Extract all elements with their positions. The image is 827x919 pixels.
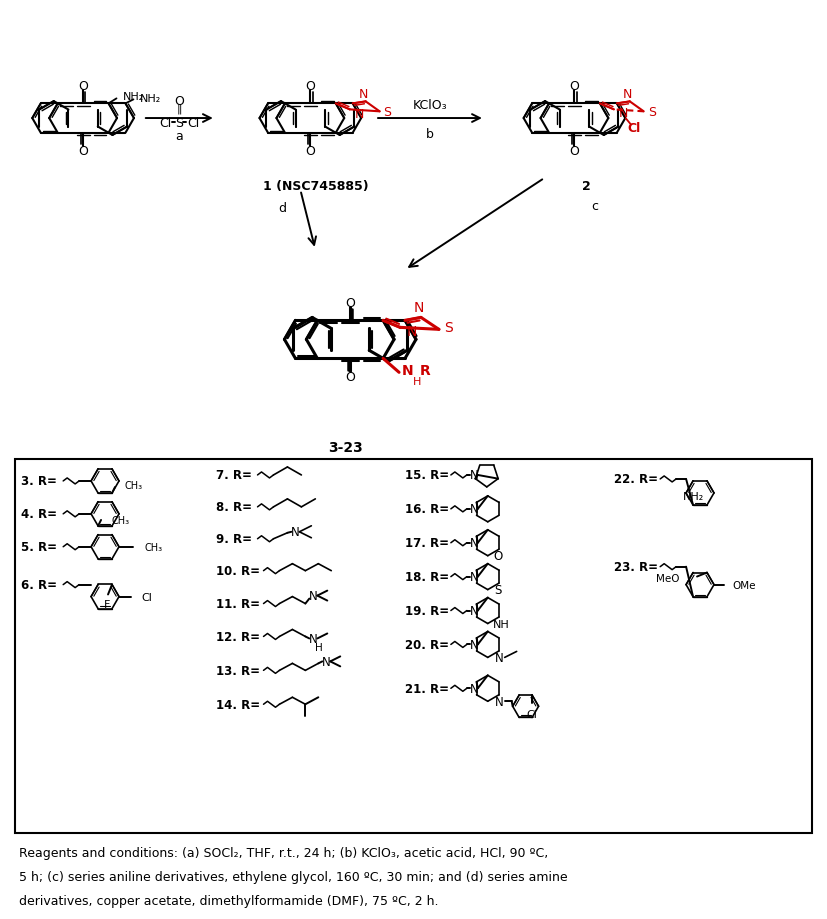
Text: O: O <box>305 145 315 158</box>
Text: 14. R=: 14. R= <box>216 698 260 711</box>
Text: 6. R=: 6. R= <box>22 578 57 592</box>
Text: 13. R=: 13. R= <box>216 664 260 677</box>
Text: N: N <box>309 589 318 603</box>
Text: 3. R=: 3. R= <box>22 475 57 488</box>
Text: S: S <box>444 321 453 335</box>
Text: c: c <box>590 200 598 213</box>
Text: O: O <box>570 145 580 158</box>
Text: O: O <box>493 550 502 562</box>
Text: S: S <box>175 117 184 130</box>
Text: N: N <box>402 364 414 378</box>
Text: 11. R=: 11. R= <box>216 597 260 610</box>
Text: O: O <box>570 80 580 93</box>
Text: S: S <box>648 106 656 119</box>
Text: Cl: Cl <box>627 121 640 135</box>
Text: KClO₃: KClO₃ <box>413 98 447 111</box>
Text: 2: 2 <box>582 180 590 193</box>
Text: d: d <box>279 202 286 215</box>
Text: 7. R=: 7. R= <box>216 469 251 482</box>
Text: N: N <box>623 88 633 101</box>
Text: N: N <box>470 605 478 618</box>
Text: 10. R=: 10. R= <box>216 564 260 577</box>
Text: NH₂: NH₂ <box>140 95 160 104</box>
Text: CH₃: CH₃ <box>145 542 163 552</box>
Text: CH₃: CH₃ <box>111 516 129 526</box>
Text: R: R <box>419 364 430 378</box>
Text: N: N <box>470 469 478 482</box>
Text: 17. R=: 17. R= <box>405 537 449 550</box>
Text: N: N <box>470 682 478 695</box>
Text: MeO: MeO <box>656 573 679 583</box>
Text: N: N <box>470 503 478 516</box>
Text: S: S <box>494 584 501 596</box>
Text: NH₂: NH₂ <box>682 492 704 501</box>
Text: N: N <box>470 537 478 550</box>
Text: derivatives, copper acetate, dimethylformamide (DMF), 75 ºC, 2 h.: derivatives, copper acetate, dimethylfor… <box>19 894 439 907</box>
Text: 21. R=: 21. R= <box>405 682 449 695</box>
Text: 8. R=: 8. R= <box>216 501 251 514</box>
Text: N: N <box>309 632 318 645</box>
Text: N: N <box>470 638 478 652</box>
Text: O: O <box>305 80 315 93</box>
Text: 12. R=: 12. R= <box>216 630 260 643</box>
Text: ‖: ‖ <box>176 104 182 114</box>
Text: N: N <box>359 88 368 101</box>
Text: S: S <box>384 106 392 119</box>
Text: N: N <box>355 108 365 120</box>
Text: 4. R=: 4. R= <box>22 508 57 521</box>
Text: Reagents and conditions: (a) SOCl₂, THF, r.t., 24 h; (b) KClO₃, acetic acid, HCl: Reagents and conditions: (a) SOCl₂, THF,… <box>19 846 548 859</box>
Bar <box>16 460 811 833</box>
Text: O: O <box>79 145 88 158</box>
Text: N: N <box>495 695 504 708</box>
Text: N: N <box>414 301 424 315</box>
Text: N: N <box>322 655 331 668</box>
Text: 5 h; (c) series aniline derivatives, ethylene glycol, 160 ºC, 30 min; and (d) se: 5 h; (c) series aniline derivatives, eth… <box>19 870 568 883</box>
Text: a: a <box>175 130 183 143</box>
Text: 15. R=: 15. R= <box>405 469 449 482</box>
Text: N: N <box>619 107 629 119</box>
Text: Cl: Cl <box>187 117 199 130</box>
Text: b: b <box>426 129 434 142</box>
Text: N: N <box>407 325 417 339</box>
Text: 1 (NSC745885): 1 (NSC745885) <box>262 180 368 193</box>
Text: 22. R=: 22. R= <box>614 473 658 486</box>
Text: O: O <box>174 95 184 108</box>
Text: 20. R=: 20. R= <box>405 638 449 652</box>
Text: N: N <box>495 652 504 664</box>
Text: NH₂: NH₂ <box>122 92 144 102</box>
Text: O: O <box>346 370 355 383</box>
Text: N: N <box>291 526 299 539</box>
Text: 9. R=: 9. R= <box>216 533 251 546</box>
Text: NH: NH <box>494 618 510 629</box>
Text: 5. R=: 5. R= <box>22 540 57 553</box>
Text: 3-23: 3-23 <box>327 440 362 455</box>
Text: 19. R=: 19. R= <box>405 605 449 618</box>
Text: Cl: Cl <box>160 117 171 130</box>
Text: O: O <box>79 80 88 93</box>
Text: N: N <box>470 571 478 584</box>
Text: 16. R=: 16. R= <box>405 503 449 516</box>
Text: O: O <box>346 297 355 310</box>
Text: H: H <box>413 377 421 387</box>
Text: H: H <box>315 642 323 652</box>
Text: CH₃: CH₃ <box>125 481 143 491</box>
Text: OMe: OMe <box>732 580 755 590</box>
Text: 23. R=: 23. R= <box>614 561 658 573</box>
Text: 18. R=: 18. R= <box>405 571 449 584</box>
Text: Cl: Cl <box>527 709 538 720</box>
Text: Cl: Cl <box>141 592 152 602</box>
Text: F: F <box>104 600 110 610</box>
